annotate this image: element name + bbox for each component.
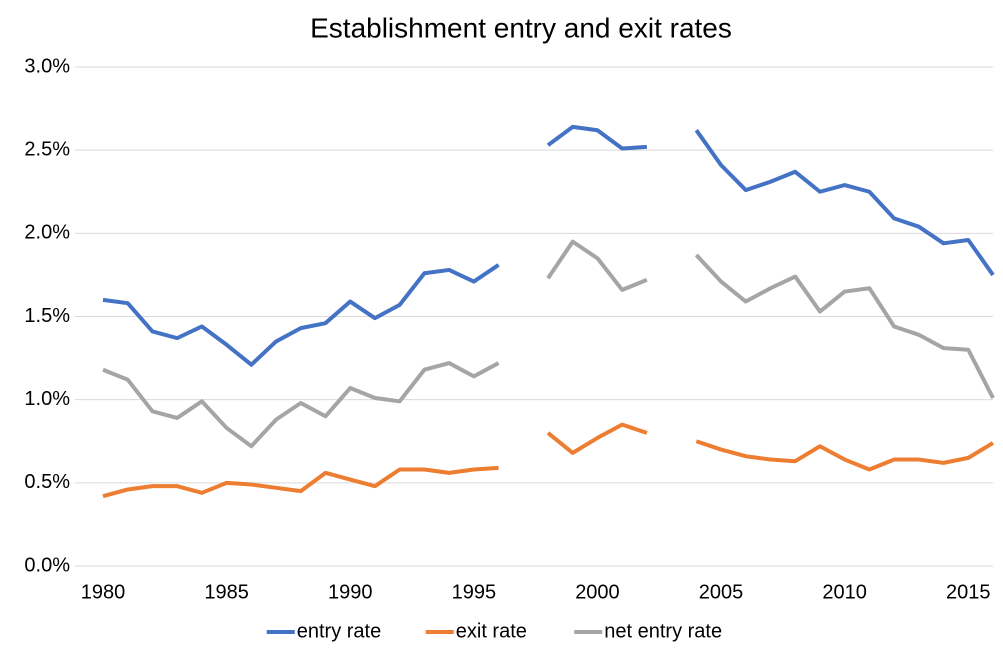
y-tick-label: 0.0% — [24, 554, 70, 576]
x-tick-label: 1980 — [81, 581, 126, 603]
y-tick-label: 1.0% — [24, 388, 70, 410]
legend-label: entry rate — [297, 620, 381, 642]
legend-label: net entry rate — [604, 620, 722, 642]
series-line — [102, 422, 995, 499]
chart-title: Establishment entry and exit rates — [310, 12, 732, 43]
x-tick-label: 1990 — [328, 581, 373, 603]
x-tick-label: 2000 — [575, 581, 620, 603]
y-tick-label: 0.5% — [24, 471, 70, 493]
x-tick-label: 1995 — [452, 581, 497, 603]
y-tick-label: 3.0% — [24, 55, 70, 77]
x-tick-label: 2005 — [699, 581, 744, 603]
series-line — [102, 124, 995, 367]
x-tick-label: 1985 — [204, 581, 249, 603]
x-tick-label: 2015 — [946, 581, 991, 603]
y-tick-label: 2.5% — [24, 138, 70, 160]
legend-label: exit rate — [456, 620, 527, 642]
series-line — [102, 239, 995, 449]
y-tick-label: 2.0% — [24, 222, 70, 244]
x-tick-label: 2010 — [822, 581, 867, 603]
y-tick-label: 1.5% — [24, 305, 70, 327]
